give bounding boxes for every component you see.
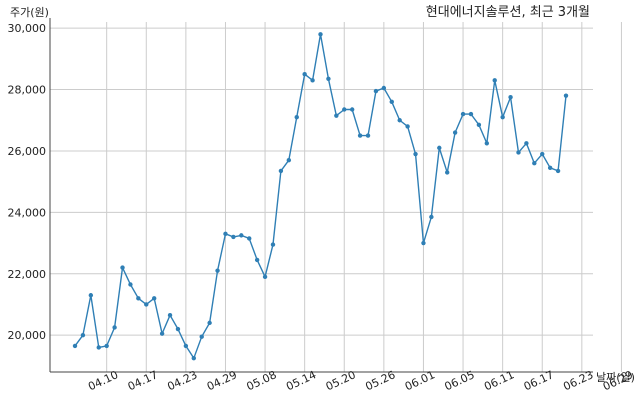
data-point [207, 320, 212, 326]
data-point [389, 99, 394, 105]
y-tick-label: 20,000 [8, 329, 47, 342]
data-point [532, 161, 537, 166]
data-point [334, 113, 339, 118]
data-point [452, 130, 458, 135]
chart-grid [50, 22, 622, 372]
data-point [128, 282, 133, 287]
data-point [183, 343, 189, 349]
data-point [397, 118, 402, 123]
data-point [80, 332, 86, 338]
data-point [223, 231, 228, 237]
data-point [429, 214, 434, 220]
data-point [239, 233, 244, 238]
data-point [468, 111, 474, 117]
data-point [120, 265, 125, 270]
chart-title: 현대에너지솔루션, 최근 3개월 [426, 5, 590, 20]
data-point [215, 268, 220, 273]
data-point [262, 274, 268, 280]
data-point [500, 114, 505, 120]
data-point [167, 313, 173, 318]
data-point [405, 124, 410, 129]
data-point [508, 95, 513, 100]
y-tick-label: 24,000 [8, 206, 47, 219]
data-point [421, 240, 426, 246]
data-point [136, 296, 141, 301]
data-point [318, 32, 323, 37]
data-point [270, 242, 276, 247]
data-point [516, 150, 521, 155]
data-point [310, 78, 315, 83]
series-line [74, 33, 567, 359]
data-point [151, 296, 157, 301]
y-tick-label: 22,000 [8, 268, 47, 281]
data-point [104, 343, 109, 349]
data-point [326, 76, 331, 82]
data-point [72, 343, 78, 349]
x-axis-label: 날짜(일) [596, 370, 635, 384]
data-point [524, 141, 529, 146]
data-point [199, 334, 204, 339]
data-point [563, 93, 569, 98]
data-point [96, 345, 101, 350]
data-point [294, 114, 299, 120]
data-point [437, 145, 442, 151]
data-point [540, 151, 545, 157]
data-point [365, 133, 371, 138]
data-point [445, 170, 450, 175]
price-series [72, 32, 569, 361]
data-point [492, 78, 497, 83]
chart-axes [49, 18, 593, 373]
y-tick-label: 30,000 [8, 22, 47, 35]
data-point [373, 88, 379, 94]
data-point [175, 326, 181, 332]
data-point [547, 165, 553, 171]
y-axis-label: 주가(원) [10, 6, 49, 19]
data-point [88, 293, 94, 298]
data-point [144, 302, 149, 307]
x-tick-labels: 04.10 04.17 04.23 04.29 05.08 05.14 05.20 05.26… [86, 368, 635, 393]
data-point [159, 331, 165, 336]
data-point [381, 85, 387, 91]
data-point [112, 325, 117, 330]
data-point [413, 151, 418, 157]
data-point [231, 234, 236, 240]
data-point [357, 133, 363, 138]
data-point [278, 168, 284, 174]
data-point [342, 107, 347, 112]
y-tick-label: 26,000 [8, 145, 47, 158]
y-tick-label: 28,000 [8, 84, 47, 97]
data-point [247, 236, 252, 241]
data-point [476, 122, 482, 128]
data-point [555, 168, 561, 174]
y-tick-labels: 20,000 22,000 24,000 26,000 28,000 30,000 [8, 22, 47, 342]
data-point [302, 71, 307, 77]
data-point [484, 141, 490, 146]
data-point [254, 257, 260, 263]
data-point [349, 107, 355, 112]
data-point [286, 157, 292, 163]
data-point [191, 355, 196, 361]
data-point [460, 111, 466, 117]
